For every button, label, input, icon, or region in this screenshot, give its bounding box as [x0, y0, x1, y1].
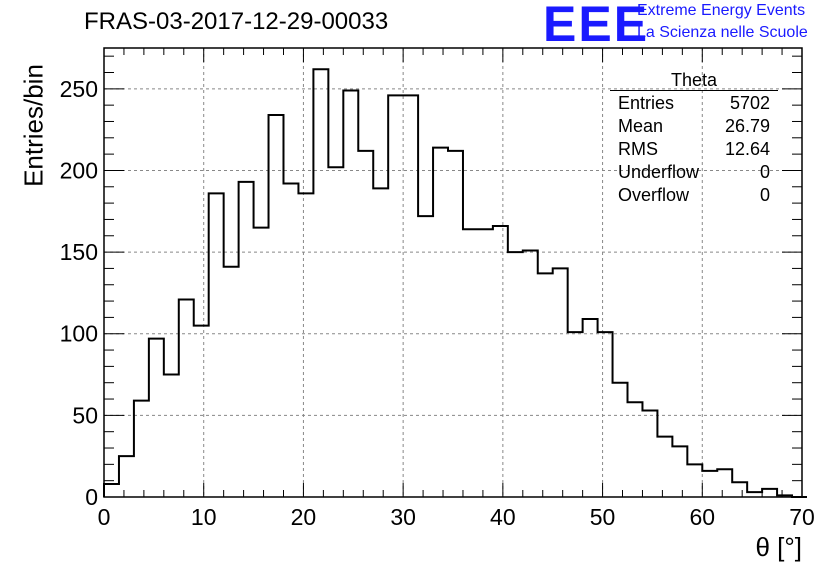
x-tick-label: 40 [490, 504, 516, 530]
x-tick-label: 70 [789, 504, 815, 530]
stats-value: 5702 [729, 93, 770, 113]
y-tick-label: 100 [60, 321, 98, 347]
stats-label: Entries [618, 93, 675, 113]
chart-title: FRAS-03-2017-12-29-00033 [84, 8, 389, 35]
histogram-bin [538, 273, 553, 497]
x-tick-label: 50 [590, 504, 616, 530]
stats-row-underflow: Underflow 0 [610, 161, 778, 184]
histogram-bin [657, 437, 672, 497]
x-tick-label: 0 [98, 504, 111, 530]
histogram-bin [478, 229, 493, 497]
histogram-bin [343, 90, 358, 497]
histogram-bin [403, 95, 418, 497]
histogram-bin [254, 228, 269, 497]
histogram-bin [598, 332, 613, 497]
histogram-bin [762, 489, 777, 497]
histogram-bin [119, 456, 134, 497]
histogram-bin [149, 339, 164, 497]
x-axis-label: θ [°] [755, 532, 802, 562]
stats-value: 0 [759, 162, 770, 182]
histogram-bin [642, 410, 657, 497]
histogram-bin [134, 401, 149, 497]
histogram-bin [239, 182, 254, 497]
stats-label: Mean [618, 116, 664, 136]
stats-row-entries: Entries 5702 [610, 92, 778, 115]
histogram-bin [328, 167, 343, 497]
histogram-bin [194, 326, 209, 497]
histogram-bin [269, 115, 284, 497]
histogram-bin [433, 148, 448, 497]
y-tick-label: 50 [72, 402, 98, 428]
y-tick-label: 0 [85, 484, 98, 510]
y-tick-label: 150 [60, 239, 98, 265]
y-axis-label: Entries/bin [18, 64, 49, 187]
x-tick-label: 30 [390, 504, 416, 530]
histogram-bin [508, 252, 523, 497]
histogram-bin [224, 267, 239, 497]
eee-logo: EEE [543, 0, 650, 52]
axis-tick-labels: 0 10 20 30 40 50 60 70 0 50 100 150 200 250 [60, 76, 815, 530]
logo-line-1: Extreme Energy Events [637, 2, 806, 19]
x-tick-label: 60 [689, 504, 715, 530]
histogram-bin [568, 332, 583, 497]
histogram-bin [388, 95, 403, 497]
histogram-bin [373, 188, 388, 497]
stats-label: RMS [618, 139, 658, 159]
stats-value: 26.79 [724, 116, 770, 136]
stats-title: Theta [670, 70, 718, 90]
histogram-outline [103, 68, 807, 498]
histogram-bin [687, 464, 702, 497]
histogram-bin [164, 375, 179, 497]
histogram-bin [448, 151, 463, 497]
stats-separator [610, 90, 778, 91]
stats-value: 0 [759, 185, 770, 205]
histogram-bin [553, 268, 568, 497]
x-tick-label: 10 [191, 504, 217, 530]
stats-row-rms: RMS 12.64 [610, 138, 778, 161]
stats-row-overflow: Overflow 0 [610, 184, 778, 207]
y-tick-label: 250 [60, 76, 98, 102]
histogram-bin [298, 193, 313, 497]
plot-frame [103, 47, 803, 498]
histogram-bin [104, 484, 119, 497]
histogram-bin [358, 151, 373, 497]
histogram-bin [613, 383, 628, 497]
stats-row-mean: Mean 26.79 [610, 115, 778, 138]
x-tick-label: 20 [291, 504, 317, 530]
histogram-bin [313, 69, 328, 497]
histogram-bin [179, 299, 194, 497]
histogram-bin [717, 469, 732, 497]
histogram-bin [672, 446, 687, 497]
histogram-bin [702, 471, 717, 497]
histogram-bin [463, 229, 478, 497]
histogram-bin [418, 216, 433, 497]
stats-label: Underflow [618, 162, 700, 182]
histogram-bin [628, 402, 643, 497]
histogram-bin [283, 184, 298, 497]
histogram-bin [732, 482, 747, 497]
stats-value: 12.64 [724, 139, 770, 159]
stats-label: Overflow [618, 185, 690, 205]
histogram-bin [523, 250, 538, 497]
histogram-bin [583, 319, 598, 497]
grid-lines [104, 48, 802, 497]
axis-ticks [103, 48, 803, 498]
logo-line-2: La Scienza nelle Scuole [637, 24, 808, 41]
stats-box: Theta Entries 5702 Mean 26.79 RMS 12.64 … [610, 70, 778, 207]
y-tick-label: 200 [60, 157, 98, 183]
histogram-bin [209, 193, 224, 497]
histogram-bin [493, 226, 508, 497]
